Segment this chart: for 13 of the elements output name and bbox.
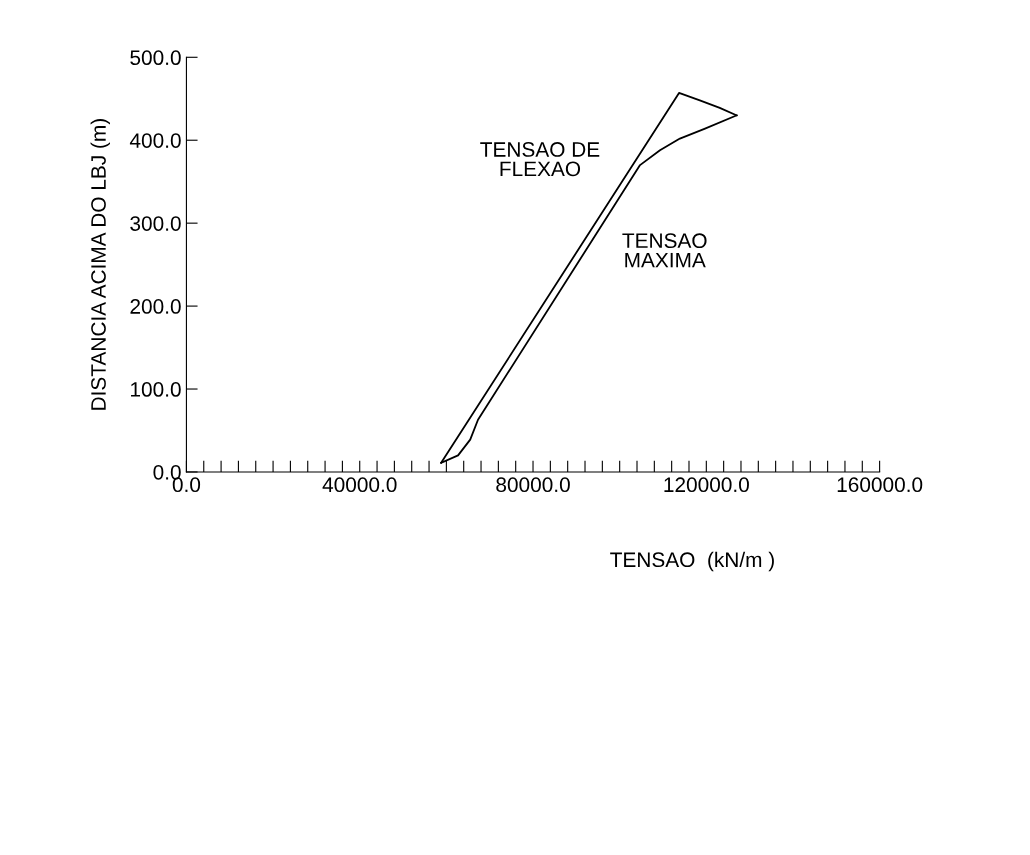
series-label: TENSAO MAXIMA (622, 233, 707, 268)
x-tick-label: 120000.0 (664, 477, 749, 493)
x-tick-label: 160000.0 (837, 477, 923, 493)
x-tick-label: 40000.0 (322, 477, 397, 493)
y-axis-title: DISTANCIA ACIMA DO LBJ (m) (90, 119, 110, 410)
y-tick-label: 500.0 (130, 50, 181, 66)
y-tick-label: 100.0 (131, 382, 181, 397)
x-tick-label: 80000.0 (496, 477, 570, 493)
y-tick-label: 300.0 (130, 216, 181, 231)
y-tick-label: 200.0 (130, 299, 181, 314)
series-label: TENSAO DE FLEXAO (480, 142, 600, 177)
x-axis-title: TENSAO (kN/m ) (610, 551, 774, 572)
y-tick-label: 400.0 (129, 133, 181, 148)
